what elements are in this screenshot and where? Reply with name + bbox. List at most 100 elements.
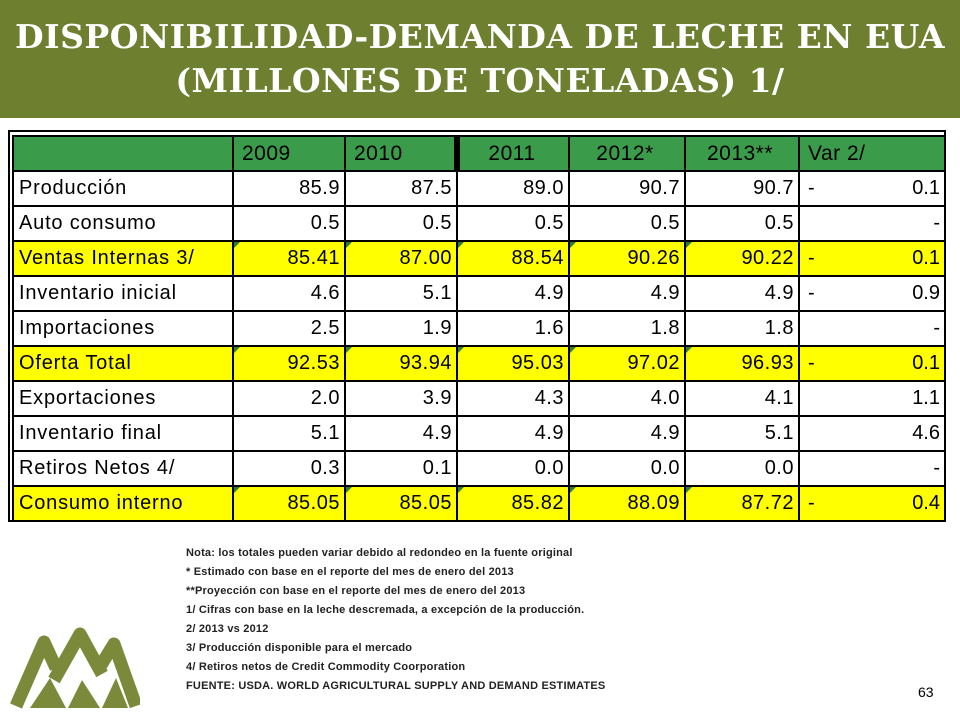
table-row: Oferta Total 92.53 93.94 95.03 97.02 96.93- 0.… <box>12 345 946 382</box>
header-cell-2011: 2011 <box>454 135 570 172</box>
value-text: 5.1 <box>310 422 340 444</box>
value-cell: 5.1 <box>684 415 800 452</box>
header-cell-empty <box>12 135 234 172</box>
value-text: 88.54 <box>511 247 564 269</box>
row-label: Auto consumo <box>12 205 234 242</box>
value-text: 1.8 <box>650 317 680 339</box>
value-text: 0.5 <box>764 212 794 234</box>
value-text: 1.8 <box>764 317 794 339</box>
value-cell: 4.9 <box>568 415 686 452</box>
value-text: 0.5 <box>310 212 340 234</box>
cell-marker-icon <box>235 348 240 353</box>
footnote-line: * Estimado con base en el reporte del me… <box>186 566 514 578</box>
value-cell: 95.03 <box>456 345 570 382</box>
value-cell: 90.26 <box>568 240 686 277</box>
value-cell: 88.54 <box>456 240 570 277</box>
variation-sign: - <box>808 352 815 374</box>
value-text: 4.9 <box>650 282 680 304</box>
value-cell: 0.5 <box>568 205 686 242</box>
table-row: Consumo interno 85.05 85.05 85.82 88.09 87.72… <box>12 485 946 522</box>
value-text: 85.82 <box>511 492 564 514</box>
cell-marker-icon <box>347 348 352 353</box>
header-cell-2010: 2010 <box>344 135 458 172</box>
value-text: 3.9 <box>422 387 452 409</box>
cell-marker-icon <box>687 488 692 493</box>
value-text: 0.1 <box>422 457 452 479</box>
value-text: 4.9 <box>534 422 564 444</box>
value-cell: 85.41 <box>232 240 346 277</box>
value-text: 5.1 <box>422 282 452 304</box>
cell-marker-icon <box>459 243 464 248</box>
value-text: 90.22 <box>741 247 794 269</box>
supply-demand-table: 2009 2010 2011 2012* 2013** Var 2/ Produ… <box>12 135 946 522</box>
page-title-line1: DISPONIBILIDAD-DEMANDA DE LECHE EN EUA <box>15 17 945 56</box>
variation-value: 0.4 <box>912 492 940 514</box>
row-label: Exportaciones <box>12 380 234 417</box>
value-cell: 93.94 <box>344 345 458 382</box>
value-text: 0.0 <box>534 457 564 479</box>
variation-cell: - <box>798 205 946 242</box>
value-text: 5.1 <box>764 422 794 444</box>
value-cell: 1.6 <box>456 310 570 347</box>
variation-sign: - <box>808 247 815 269</box>
value-cell: 5.1 <box>232 415 346 452</box>
value-text: 1.6 <box>534 317 564 339</box>
value-cell: 4.9 <box>568 275 686 312</box>
value-cell: 4.9 <box>684 275 800 312</box>
value-text: 87.00 <box>399 247 452 269</box>
value-text: 1.9 <box>422 317 452 339</box>
value-text: 2.5 <box>310 317 340 339</box>
variation-cell: - 0.4 <box>798 485 946 522</box>
table-row: Retiros Netos 4/0.3 0.1 0.0 0.0 0.0 - <box>12 450 946 487</box>
header-cell-2013: 2013** <box>684 135 800 172</box>
table-row: Ventas Internas 3/85.41 87.00 88.54 90.26 90… <box>12 240 946 277</box>
value-cell: 4.9 <box>344 415 458 452</box>
variation-value: 0.1 <box>912 177 940 199</box>
value-cell: 90.22 <box>684 240 800 277</box>
variation-value: 1.1 <box>912 387 940 409</box>
value-cell: 0.5 <box>456 205 570 242</box>
header-cell-2012: 2012* <box>568 135 686 172</box>
cell-marker-icon <box>571 243 576 248</box>
value-text: 85.05 <box>399 492 452 514</box>
title-bar: DISPONIBILIDAD-DEMANDA DE LECHE EN EUA (… <box>0 0 960 118</box>
value-text: 90.26 <box>627 247 680 269</box>
value-cell: 0.0 <box>684 450 800 487</box>
table-row: Inventario inicial 4.6 5.1 4.9 4.9 4.9-0.9 <box>12 275 946 312</box>
value-text: 4.3 <box>534 387 564 409</box>
footnote-line: Nota: los totales pueden variar debido a… <box>186 547 573 559</box>
value-cell: 2.0 <box>232 380 346 417</box>
value-cell: 92.53 <box>232 345 346 382</box>
value-text: 0.3 <box>310 457 340 479</box>
variation-value: 0.1 <box>912 352 940 374</box>
variation-cell: - <box>798 310 946 347</box>
variation-value: - <box>933 457 940 479</box>
row-label: Oferta Total <box>12 345 234 382</box>
value-text: 0.0 <box>764 457 794 479</box>
value-text: 89.0 <box>523 177 564 199</box>
footnote-line: 3/ Producción disponible para el mercado <box>186 642 413 654</box>
value-cell: 0.3 <box>232 450 346 487</box>
value-text: 97.02 <box>627 352 680 374</box>
value-text: 85.05 <box>287 492 340 514</box>
value-text: 87.5 <box>411 177 452 199</box>
value-text: 2.0 <box>310 387 340 409</box>
row-label: Inventario final <box>12 415 234 452</box>
table-header-row: 2009 2010 2011 2012* 2013** Var 2/ <box>12 135 946 172</box>
value-text: 4.9 <box>534 282 564 304</box>
header-cell-2009: 2009 <box>232 135 346 172</box>
variation-sign: - <box>808 177 815 199</box>
value-text: 0.5 <box>422 212 452 234</box>
value-cell: 1.8 <box>568 310 686 347</box>
cell-marker-icon <box>687 243 692 248</box>
value-text: 90.7 <box>639 177 680 199</box>
value-text: 88.09 <box>627 492 680 514</box>
variation-sign: - <box>808 282 815 304</box>
table-row: Importaciones 2.5 1.9 1.6 1.8 1.8 - <box>12 310 946 347</box>
value-text: 4.9 <box>764 282 794 304</box>
variation-value: 0.9 <box>912 282 940 304</box>
value-cell: 87.5 <box>344 170 458 207</box>
value-text: 90.7 <box>753 177 794 199</box>
value-cell: 0.5 <box>344 205 458 242</box>
footnotes: Nota: los totales pueden variar debido a… <box>186 544 746 696</box>
